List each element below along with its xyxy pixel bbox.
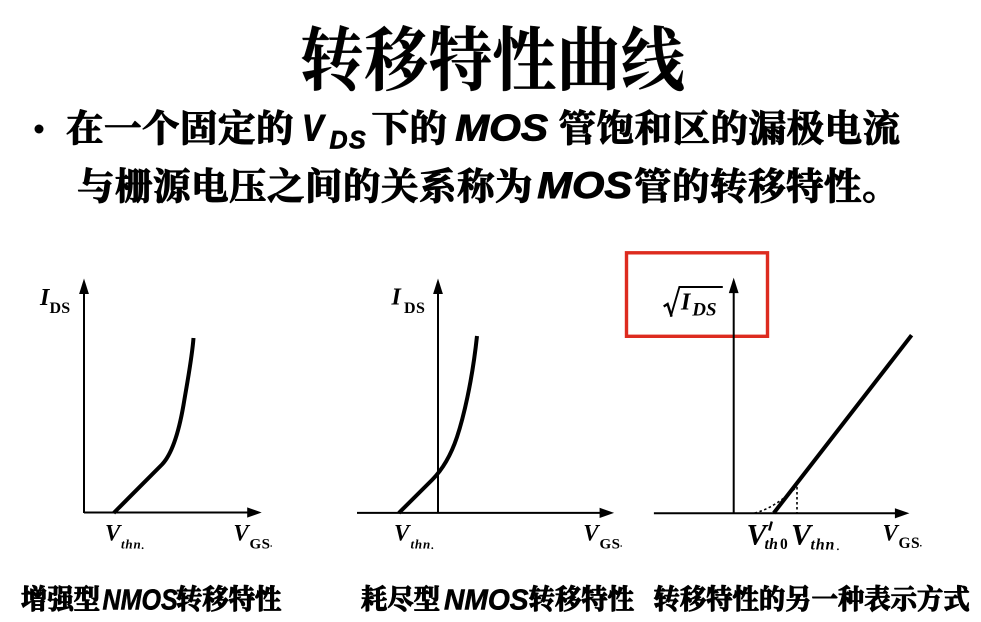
- svg-text:V: V: [791, 519, 814, 552]
- svg-text:GS: GS: [250, 536, 271, 552]
- svg-text:I: I: [391, 284, 403, 310]
- svg-text:thn: thn: [121, 537, 141, 552]
- svg-text:DS: DS: [50, 300, 71, 317]
- svg-text:V: V: [583, 521, 600, 546]
- svg-text:GS: GS: [899, 535, 921, 552]
- svg-text:GS: GS: [600, 536, 621, 552]
- svg-text:NMOS: NMOS: [103, 584, 178, 616]
- svg-text:V: V: [105, 521, 122, 546]
- svg-text:th: th: [765, 536, 778, 553]
- svg-text:V: V: [233, 521, 250, 546]
- svg-text:0: 0: [780, 536, 788, 553]
- svg-text:DS: DS: [404, 300, 425, 317]
- svg-text:I: I: [680, 290, 692, 316]
- svg-text:DS: DS: [330, 127, 368, 155]
- svg-text:V: V: [394, 521, 411, 546]
- svg-text:I: I: [39, 285, 51, 311]
- svg-text:V: V: [883, 521, 900, 546]
- svg-text:thn: thn: [411, 537, 431, 552]
- svg-text:DS: DS: [691, 299, 716, 320]
- svg-text:thn: thn: [811, 537, 836, 554]
- svg-text:MOS: MOS: [537, 165, 632, 206]
- svg-text:V: V: [302, 108, 326, 149]
- svg-text:NMOS: NMOS: [444, 584, 529, 616]
- svg-text:V: V: [747, 519, 770, 552]
- svg-text:MOS: MOS: [455, 108, 548, 149]
